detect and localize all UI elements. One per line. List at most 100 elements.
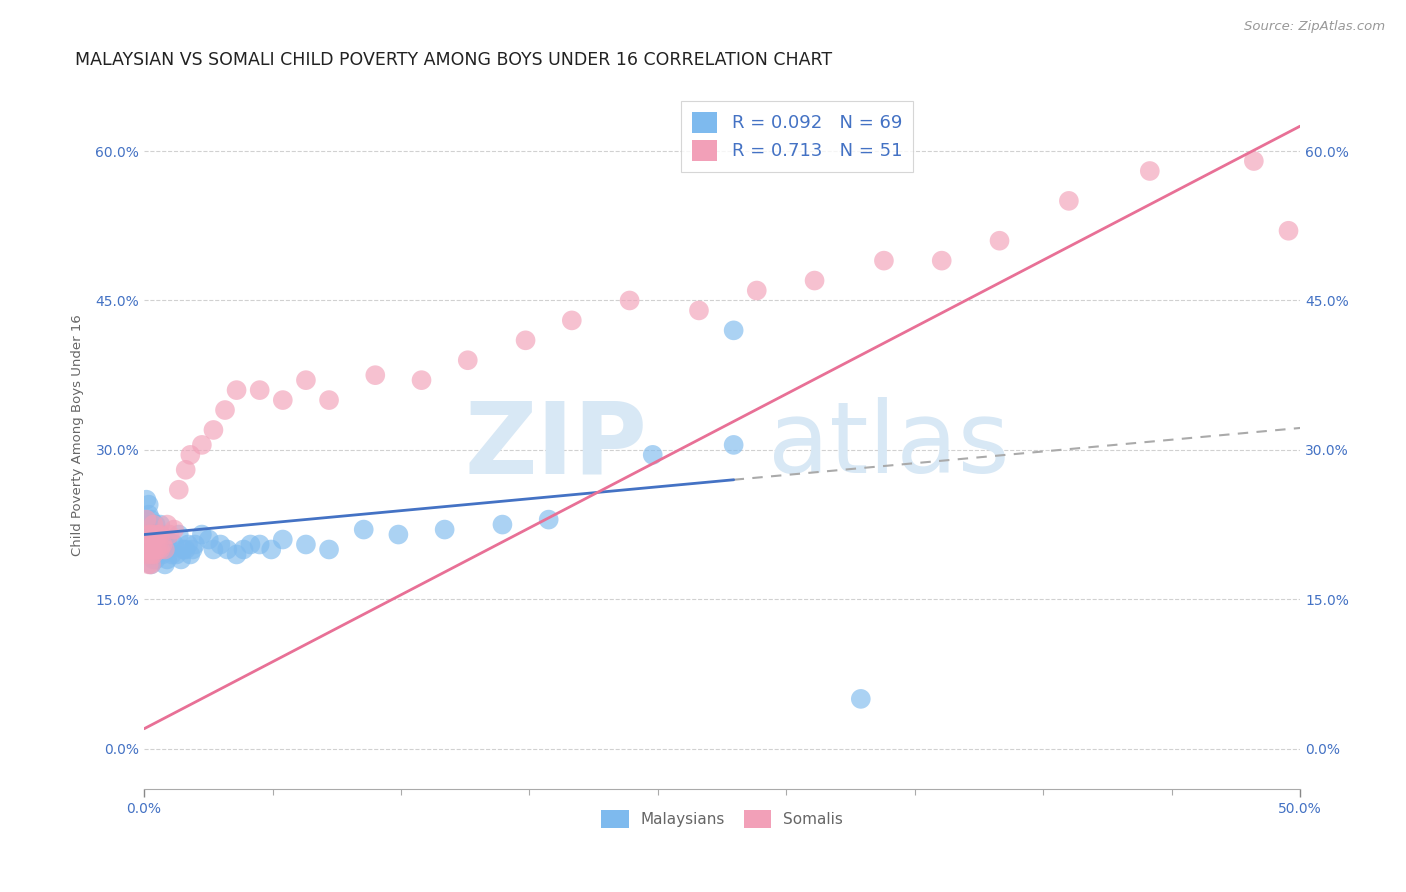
Point — [135, 533, 157, 547]
Point — [139, 558, 162, 572]
Point — [135, 513, 157, 527]
Point — [163, 523, 186, 537]
Point — [202, 542, 225, 557]
Text: ZIP: ZIP — [464, 397, 647, 494]
Point — [142, 548, 165, 562]
Point — [170, 552, 193, 566]
Point — [138, 527, 160, 541]
Point — [491, 517, 513, 532]
Point — [138, 542, 160, 557]
Point — [139, 548, 162, 562]
Point — [149, 527, 172, 541]
Point — [146, 542, 169, 557]
Point — [271, 393, 294, 408]
Point — [174, 542, 197, 557]
Point — [135, 523, 157, 537]
Point — [179, 448, 201, 462]
Point — [723, 323, 745, 337]
Point — [149, 542, 172, 557]
Point — [145, 517, 167, 532]
Point — [271, 533, 294, 547]
Text: atlas: atlas — [768, 397, 1010, 494]
Point — [142, 542, 165, 557]
Point — [135, 513, 157, 527]
Point — [239, 537, 262, 551]
Point — [184, 537, 207, 551]
Point — [138, 508, 160, 522]
Point — [1057, 194, 1080, 208]
Point — [318, 393, 340, 408]
Point — [152, 537, 174, 551]
Point — [142, 552, 165, 566]
Point — [146, 548, 169, 562]
Point — [931, 253, 953, 268]
Point — [515, 334, 537, 348]
Point — [146, 527, 169, 541]
Point — [145, 533, 167, 547]
Point — [152, 537, 174, 551]
Point — [295, 537, 318, 551]
Point — [159, 527, 181, 541]
Point — [723, 438, 745, 452]
Point — [145, 527, 167, 541]
Point — [873, 253, 896, 268]
Point — [433, 523, 456, 537]
Point — [1277, 224, 1299, 238]
Point — [988, 234, 1011, 248]
Point — [139, 558, 162, 572]
Point — [457, 353, 479, 368]
Point — [688, 303, 710, 318]
Point — [139, 542, 162, 557]
Point — [619, 293, 641, 308]
Point — [225, 383, 247, 397]
Point — [353, 523, 375, 537]
Point — [202, 423, 225, 437]
Point — [138, 558, 160, 572]
Point — [138, 498, 160, 512]
Point — [849, 692, 872, 706]
Point — [135, 533, 157, 547]
Point — [191, 527, 214, 541]
Point — [249, 537, 271, 551]
Y-axis label: Child Poverty Among Boys Under 16: Child Poverty Among Boys Under 16 — [72, 314, 84, 556]
Point — [249, 383, 271, 397]
Point — [177, 537, 200, 551]
Point — [217, 542, 239, 557]
Point — [149, 542, 172, 557]
Point — [138, 548, 160, 562]
Point — [159, 542, 181, 557]
Point — [146, 533, 169, 547]
Point — [214, 403, 236, 417]
Point — [209, 537, 232, 551]
Point — [145, 542, 167, 557]
Point — [135, 492, 157, 507]
Point — [156, 517, 179, 532]
Point — [139, 527, 162, 541]
Point — [145, 552, 167, 566]
Point — [803, 274, 825, 288]
Point — [142, 533, 165, 547]
Text: Source: ZipAtlas.com: Source: ZipAtlas.com — [1244, 20, 1385, 33]
Point — [198, 533, 221, 547]
Point — [318, 542, 340, 557]
Point — [142, 517, 165, 532]
Point — [364, 368, 387, 383]
Point — [641, 448, 664, 462]
Point — [153, 537, 176, 551]
Point — [149, 527, 172, 541]
Point — [139, 537, 162, 551]
Point — [172, 542, 194, 557]
Point — [745, 284, 768, 298]
Point — [387, 527, 409, 541]
Point — [191, 438, 214, 452]
Point — [295, 373, 318, 387]
Legend: Malaysians, Somalis: Malaysians, Somalis — [595, 804, 849, 834]
Point — [139, 533, 162, 547]
Point — [160, 548, 183, 562]
Point — [139, 548, 162, 562]
Point — [156, 552, 179, 566]
Point — [135, 542, 157, 557]
Point — [561, 313, 583, 327]
Point — [260, 542, 283, 557]
Text: MALAYSIAN VS SOMALI CHILD POVERTY AMONG BOYS UNDER 16 CORRELATION CHART: MALAYSIAN VS SOMALI CHILD POVERTY AMONG … — [75, 51, 832, 69]
